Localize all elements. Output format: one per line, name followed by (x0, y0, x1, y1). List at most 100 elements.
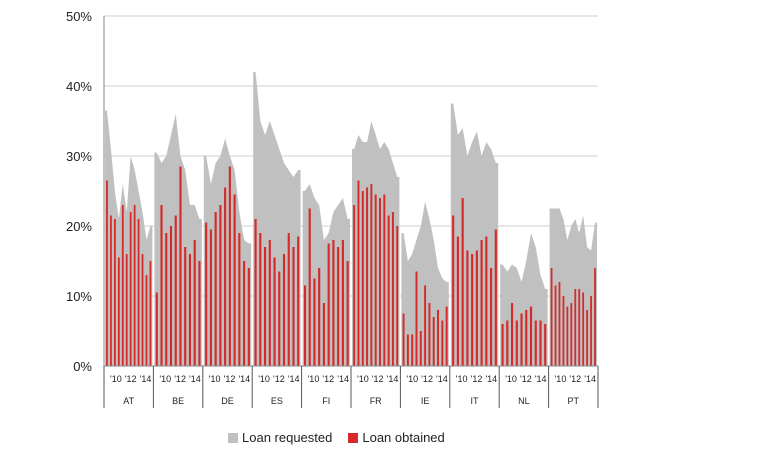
bar-obtained-be (160, 205, 163, 366)
bar-obtained-de (224, 187, 227, 366)
bar-obtained-at (137, 219, 140, 366)
year-tick-label: '10 (357, 374, 369, 384)
bar-obtained-ie (406, 334, 409, 366)
bar-obtained-pt (570, 303, 573, 366)
year-tick-label: '14 (337, 374, 349, 384)
year-tick-label: '12 (322, 374, 334, 384)
bar-obtained-it (466, 250, 469, 366)
bar-obtained-be (188, 254, 192, 366)
group-es (253, 72, 301, 366)
country-label: FI (322, 396, 330, 406)
bar-obtained-it (494, 229, 497, 366)
bar-obtained-pt (550, 268, 553, 366)
bar-obtained-nl (520, 313, 523, 366)
bar-obtained-it (475, 250, 478, 366)
group-be (154, 114, 202, 366)
year-tick-label: '12 (273, 374, 285, 384)
bar-obtained-fi (313, 278, 316, 366)
area-requested-at (105, 110, 153, 366)
year-tick-label: '14 (288, 374, 300, 384)
bar-obtained-fi (318, 268, 321, 366)
bar-obtained-be (198, 261, 201, 366)
bar-obtained-nl (544, 324, 547, 366)
group-it (450, 103, 499, 366)
year-tick-label: '14 (189, 374, 201, 384)
bar-obtained-de (214, 212, 217, 366)
bar-obtained-es (297, 236, 300, 366)
year-tick-label: '10 (159, 374, 171, 384)
bar-obtained-pt (566, 306, 569, 366)
year-tick-label: '12 (174, 374, 186, 384)
bar-obtained-at (117, 257, 120, 366)
year-tick-label: '10 (406, 374, 418, 384)
bar-obtained-at (106, 180, 108, 366)
year-tick-label: '12 (372, 374, 384, 384)
group-nl (500, 233, 548, 366)
bar-obtained-nl (506, 320, 509, 366)
group-at (105, 110, 153, 366)
bar-obtained-de (243, 261, 246, 366)
bar-obtained-fi (308, 208, 311, 366)
bar-obtained-de (233, 194, 236, 366)
bar-obtained-ie (445, 306, 448, 366)
bar-obtained-nl (539, 320, 542, 366)
group-pt (549, 208, 597, 366)
bar-obtained-it (452, 215, 455, 366)
bar-obtained-ie (432, 317, 435, 366)
bar-obtained-pt (562, 296, 565, 366)
y-tick-label: 0% (73, 359, 92, 374)
year-tick-label: '14 (485, 374, 497, 384)
bar-obtained-fr (391, 212, 394, 366)
bar-obtained-at (113, 219, 116, 366)
year-tick-label: '14 (584, 374, 596, 384)
bar-obtained-pt (554, 285, 557, 366)
legend-swatch-obtained (348, 432, 359, 443)
bar-obtained-es (282, 254, 286, 366)
year-tick-label: '12 (421, 374, 433, 384)
country-label: FR (370, 396, 382, 406)
group-fr (352, 121, 400, 366)
legend-item-obtained: Loan obtained (348, 430, 445, 445)
year-tick-label: '14 (387, 374, 399, 384)
legend-swatch-requested (228, 432, 238, 443)
bar-obtained-at (133, 205, 136, 366)
y-tick-label: 30% (66, 149, 92, 164)
year-tick-label: '10 (456, 374, 468, 384)
bar-obtained-ie (428, 303, 431, 366)
year-tick-label: '14 (238, 374, 250, 384)
year-tick-label: '12 (224, 374, 236, 384)
bar-obtained-it (490, 268, 493, 366)
bar-obtained-de (247, 268, 250, 366)
bar-obtained-pt (558, 282, 561, 366)
country-label: BE (172, 396, 184, 406)
bar-obtained-fi (322, 303, 325, 366)
bar-obtained-at (141, 254, 144, 366)
group-fi (302, 184, 350, 366)
area-requested-pt (549, 208, 597, 366)
plot-area (105, 72, 597, 366)
bar-obtained-fi (346, 261, 349, 366)
bar-obtained-ie (441, 320, 444, 366)
bar-obtained-es (287, 233, 290, 366)
year-tick-label: '14 (140, 374, 152, 384)
bar-obtained-pt (590, 296, 592, 366)
bar-obtained-be (155, 292, 158, 366)
y-tick-label: 50% (66, 9, 92, 24)
legend-label-requested: Loan requested (242, 430, 333, 445)
bar-obtained-ie (419, 331, 422, 366)
bar-obtained-ie (402, 313, 405, 366)
bar-obtained-de (219, 205, 222, 366)
bar-obtained-at (129, 212, 132, 366)
bar-obtained-es (268, 240, 271, 366)
bar-obtained-fi (327, 243, 330, 366)
country-label: DE (221, 396, 234, 406)
bar-obtained-fr (383, 194, 386, 366)
bar-obtained-fr (357, 180, 360, 366)
bar-obtained-es (273, 257, 276, 366)
bar-obtained-it (471, 254, 474, 366)
year-tick-label: '10 (209, 374, 221, 384)
bar-obtained-es (259, 233, 262, 366)
bar-obtained-fr (374, 194, 377, 366)
bar-obtained-nl (501, 324, 504, 366)
area-requested-ie (401, 201, 449, 366)
